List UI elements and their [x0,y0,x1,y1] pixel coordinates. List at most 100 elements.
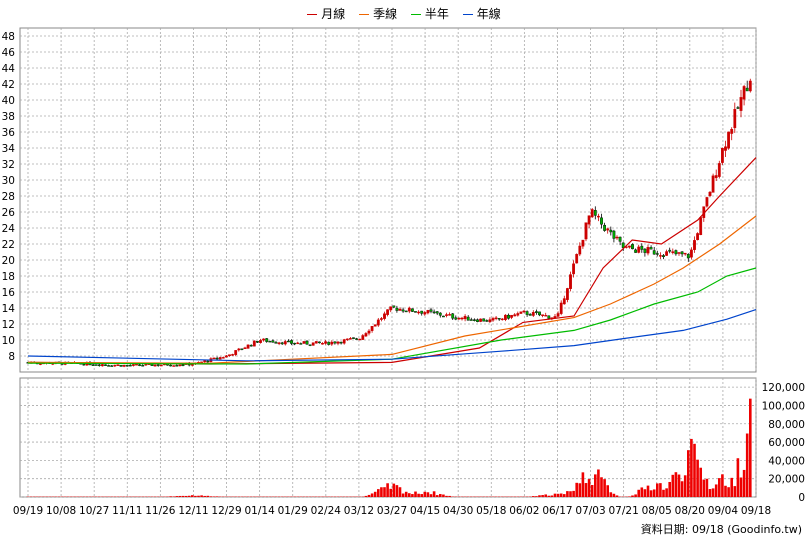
volume-bar [724,485,727,497]
candle-body [646,247,650,254]
volume-bar [578,483,582,497]
candle-body [327,341,331,345]
candle-body [237,348,241,351]
price-tick-label: 28 [2,191,15,203]
candle-body [693,240,696,250]
candle-body [432,311,436,314]
candle-body [429,309,433,312]
volume-tick-label: 20,000 [768,474,805,486]
x-tick-label: 08/20 [675,505,705,517]
candle-body [469,319,473,321]
candle-body [370,326,374,331]
candle-body [423,312,427,315]
candle-body [249,344,253,347]
candle-body [283,341,287,345]
candle-body [122,364,126,367]
volume-bar [547,495,551,497]
candle-body [113,364,117,367]
candle-body [739,97,743,111]
volume-bar [696,459,699,497]
price-panel [19,27,757,373]
candle-body [156,364,160,366]
candle-body [637,246,641,253]
candle-body [618,236,622,242]
candle-body [271,340,275,343]
candle-body [358,338,362,341]
candle-body [454,317,458,320]
candle-body [711,175,715,193]
volume-bar [169,496,172,497]
candle-body [407,307,411,312]
volume-bar [699,467,702,497]
volume-bar [671,474,675,497]
candle-body [404,310,408,313]
candle-body [655,253,659,255]
volume-bar [535,496,538,497]
candle-body [748,80,752,92]
price-tick-label: 18 [2,271,15,283]
candle-body [494,317,498,319]
x-tick-label: 01/14 [245,505,276,517]
candle-body [497,318,501,320]
candle-body [268,340,272,343]
volume-bar [194,495,197,497]
volume-bar [408,493,411,497]
candle-body [240,348,244,350]
candle-body [128,364,132,367]
candle-body [559,302,563,314]
x-tick-label: 02/24 [311,505,342,517]
candle-body [634,249,638,253]
candle-body [587,215,591,225]
candle-body [435,311,439,314]
x-tick-label: 07/21 [609,505,639,517]
candle-body [91,364,95,366]
candle-body [262,338,265,341]
volume-panel [19,377,757,498]
candle-body [541,314,545,316]
volume-bar [575,482,578,497]
candle-body [649,247,653,250]
volume-bar [581,472,585,497]
candle-body [674,250,678,255]
volume-bar [553,493,557,497]
candle-body [522,310,526,313]
volume-bar [429,494,433,497]
price-tick-label: 16 [2,287,16,299]
volume-bar [389,488,392,497]
volume-bar [597,469,600,497]
candle-body [696,233,700,241]
price-tick-label: 12 [2,319,15,331]
candle-body [181,364,185,366]
candle-body [677,252,681,254]
price-tick-label: 32 [2,159,15,171]
candle-body [507,314,510,319]
candle-body [516,313,520,316]
candle-body [342,339,346,344]
candle-body [336,341,340,344]
candle-body [736,107,740,109]
candle-body [144,363,148,366]
candle-body [364,333,368,337]
volume-bar [184,495,188,497]
candle-body [259,340,262,343]
candle-body [296,342,300,345]
volume-bar [377,489,380,497]
candle-body [376,319,380,326]
candle-body [277,342,281,344]
candle-body [721,148,724,163]
volume-bar [212,496,216,497]
candle-body [265,338,269,342]
candle-body [355,338,358,340]
candle-body [97,364,101,366]
candle-body [234,350,238,356]
price-tick-label: 10 [2,335,15,347]
candle-body [324,341,327,344]
volume-bar [401,493,405,497]
x-tick-label: 12/29 [211,505,241,517]
volume-bar [178,495,182,497]
volume-bar [206,495,210,497]
volume-bar [733,486,737,497]
candle-body [575,254,579,264]
candle-body [417,311,420,314]
candle-body [528,313,532,316]
